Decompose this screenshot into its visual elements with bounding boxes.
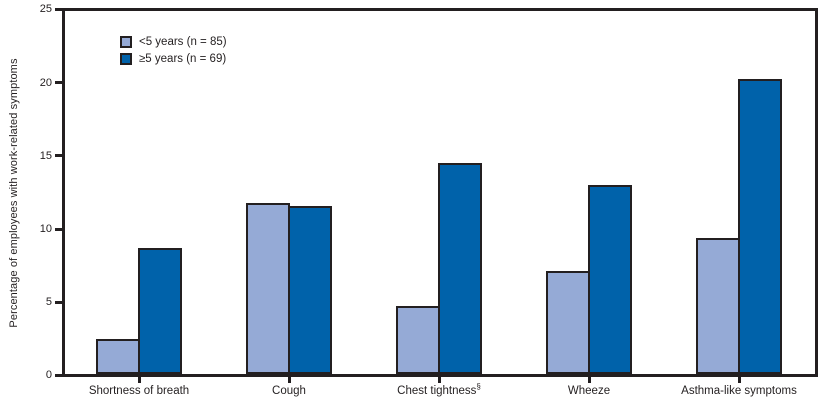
bar-lt5y-wheeze	[546, 271, 590, 374]
bar-group-chest-tightness	[396, 11, 482, 374]
y-tick-label-15: 15	[39, 150, 52, 162]
x-tick-mark	[288, 377, 291, 383]
category-marker: §	[476, 382, 481, 392]
y-tick-label-20: 20	[39, 77, 52, 89]
bar-lt5y-shortness-of-breath	[96, 339, 140, 374]
bar-ge5y-cough	[288, 206, 332, 374]
category-text: Cough	[272, 385, 306, 397]
bar-lt5y-chest-tightness	[396, 306, 440, 374]
bar-group-shortness-of-breath	[96, 11, 182, 374]
bar-lt5y-asthma-like-symptoms	[696, 238, 740, 374]
x-tick-mark	[138, 377, 141, 383]
y-tick-label-0: 0	[45, 369, 52, 381]
x-tick-mark	[438, 377, 441, 383]
bar-group-wheeze	[546, 11, 632, 374]
legend-swatch-ge5y-icon	[120, 53, 132, 65]
y-tick-mark	[55, 374, 63, 377]
legend-label-ge5y: ≥5 years (n = 69)	[139, 53, 227, 65]
bar-ge5y-chest-tightness	[438, 163, 482, 374]
bar-ge5y-asthma-like-symptoms	[738, 79, 782, 374]
category-label-cough: Cough	[194, 383, 384, 399]
plot-area	[62, 8, 818, 377]
bar-ge5y-wheeze	[588, 185, 632, 374]
x-tick-mark	[588, 377, 591, 383]
bar-lt5y-cough	[246, 203, 290, 374]
y-axis-title: Percentage of employees with work-relate…	[8, 58, 20, 328]
category-text: Asthma-like symptoms	[681, 385, 797, 397]
y-tick-mark	[55, 301, 63, 304]
legend-item-ge5y: ≥5 years (n = 69)	[120, 53, 227, 65]
legend: <5 years (n = 85) ≥5 years (n = 69)	[120, 36, 227, 70]
y-tick-label-25: 25	[39, 3, 52, 15]
category-label-shortness-of-breath: Shortness of breath	[44, 383, 234, 399]
bar-ge5y-shortness-of-breath	[138, 248, 182, 374]
y-tick-mark	[55, 154, 63, 157]
category-text: Shortness of breath	[88, 385, 190, 397]
category-text: Chest tightness	[397, 385, 477, 397]
bar-group-cough	[246, 11, 332, 374]
legend-item-lt5y: <5 years (n = 85)	[120, 36, 227, 48]
legend-swatch-lt5y-icon	[120, 36, 132, 48]
y-tick-label-10: 10	[39, 223, 52, 235]
x-tick-mark	[738, 377, 741, 383]
y-tick-mark	[55, 8, 63, 11]
y-tick-mark	[55, 228, 63, 231]
category-label-wheeze: Wheeze	[494, 383, 684, 399]
category-label-chest-tightness: Chest tightness§	[344, 383, 534, 399]
y-tick-label-5: 5	[45, 296, 52, 308]
category-text: Wheeze	[567, 385, 611, 397]
bar-group-asthma-like-symptoms	[696, 11, 782, 374]
category-label-asthma-like-symptoms: Asthma-like symptoms	[644, 383, 822, 399]
legend-label-lt5y: <5 years (n = 85)	[139, 36, 227, 48]
y-tick-mark	[55, 81, 63, 84]
